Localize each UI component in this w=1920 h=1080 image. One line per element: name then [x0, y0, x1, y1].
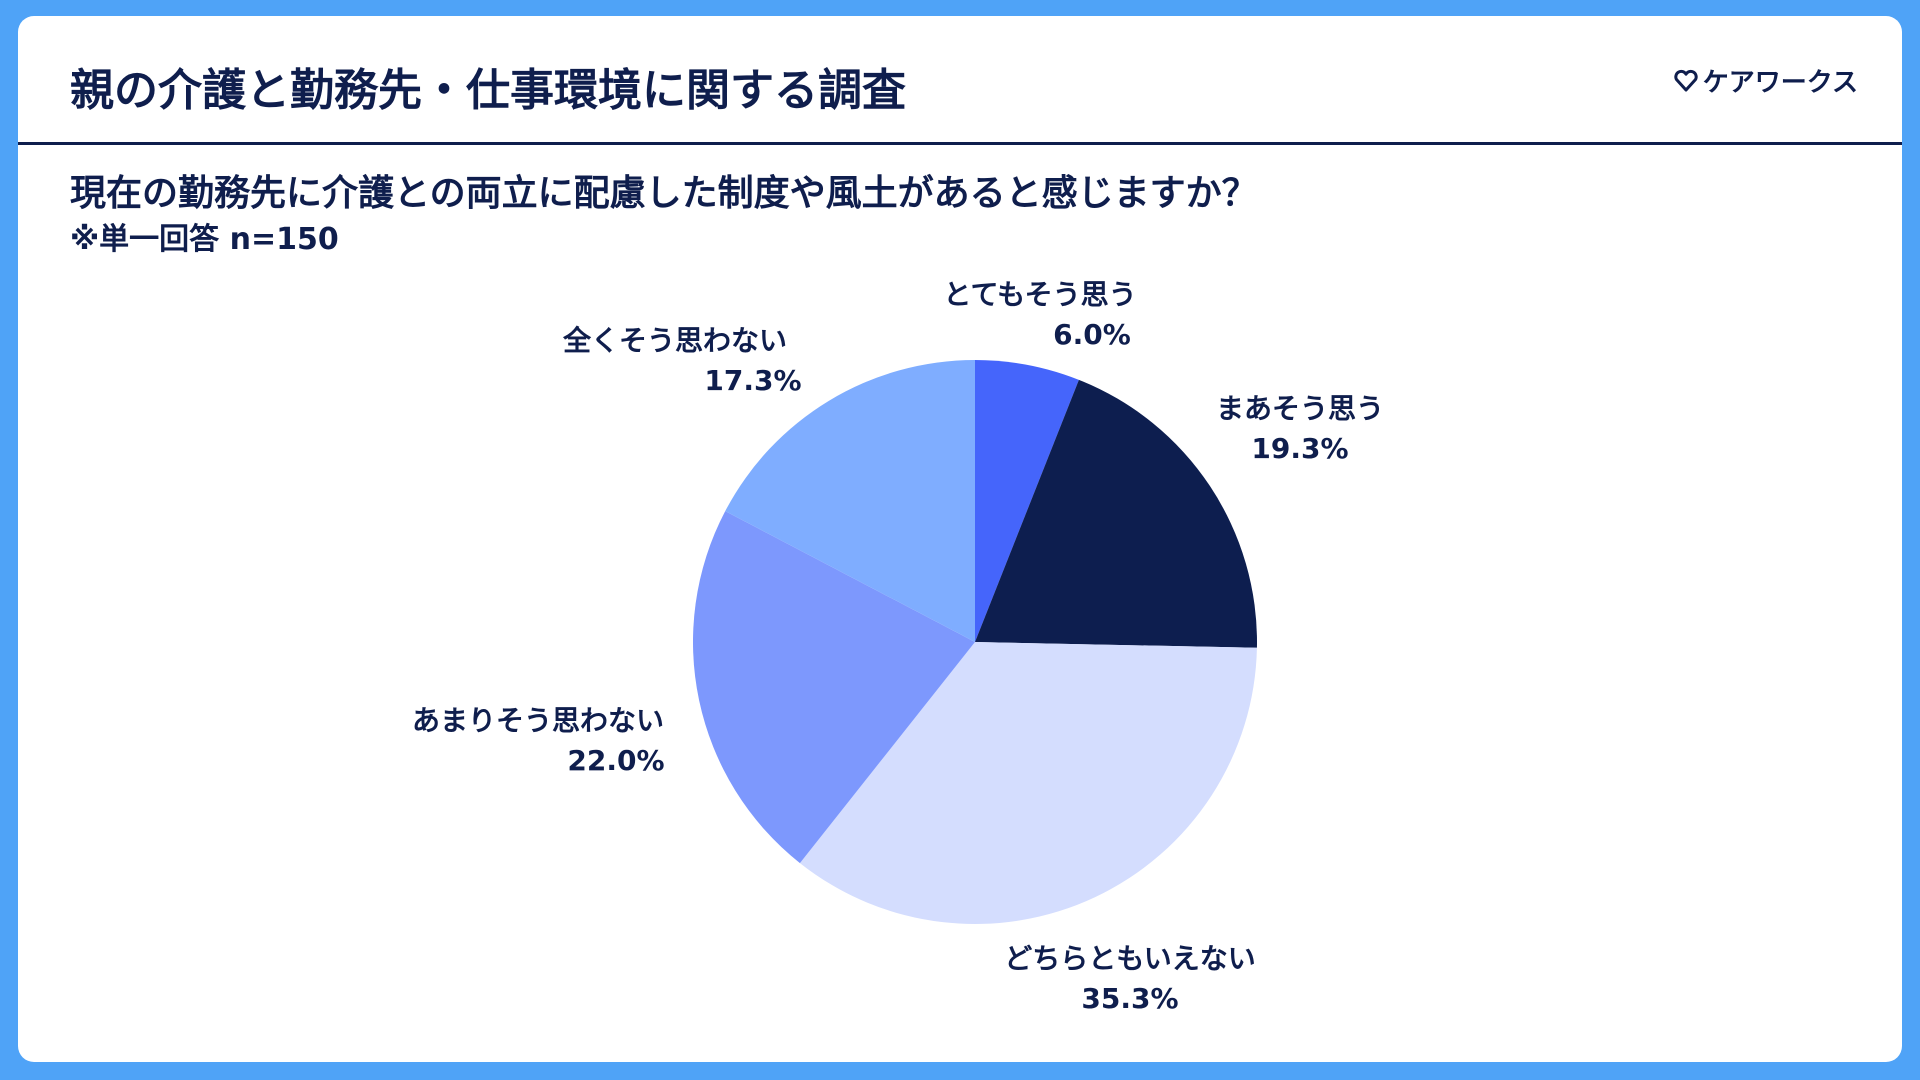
pie-slices	[692, 360, 1257, 925]
slice-label-agree: まあそう思う	[1216, 392, 1384, 425]
slice-value-strongly-disagree: 17.3%	[704, 364, 801, 397]
slice-label-strongly-disagree: 全くそう思わない	[562, 324, 787, 357]
slice-value-disagree: 22.0%	[567, 744, 664, 777]
slice-value-strongly-agree: 6.0%	[1053, 318, 1131, 351]
pie-slice-strongly-disagree	[725, 360, 975, 642]
slice-label-strongly-agree: とてもそう思う	[943, 278, 1136, 311]
slice-label-disagree: あまりそう思わない	[412, 704, 664, 737]
pie-labels: とてもそう思う 6.0% まあそう思う 19.3% どちらともいえない 35.3% あまりそ…	[412, 278, 1384, 1015]
logo-text: ケアワークス	[1702, 68, 1858, 98]
slice-value-agree: 19.3%	[1251, 432, 1348, 465]
slice-value-neutral: 35.3%	[1081, 982, 1178, 1015]
slice-label-neutral: どちらともいえない	[1004, 942, 1255, 975]
heart-icon	[1674, 69, 1698, 91]
pie-slice-agree	[975, 379, 1257, 648]
header: 親の介護と勤務先・仕事環境に関する調査 ケアワークス	[18, 16, 1902, 145]
question-text: 現在の勤務先に介護との両立に配慮した制度や風土があると感じますか？	[70, 173, 1258, 214]
page-title: 親の介護と勤務先・仕事環境に関する調査	[70, 65, 906, 116]
brand-logo: ケアワークス	[1673, 62, 1858, 99]
pie-slice-disagree	[692, 511, 975, 864]
pie-slice-strongly-agree	[975, 360, 1079, 642]
pie-slice-neutral	[799, 642, 1257, 925]
sample-note: ※単一回答 n=150	[70, 222, 339, 257]
